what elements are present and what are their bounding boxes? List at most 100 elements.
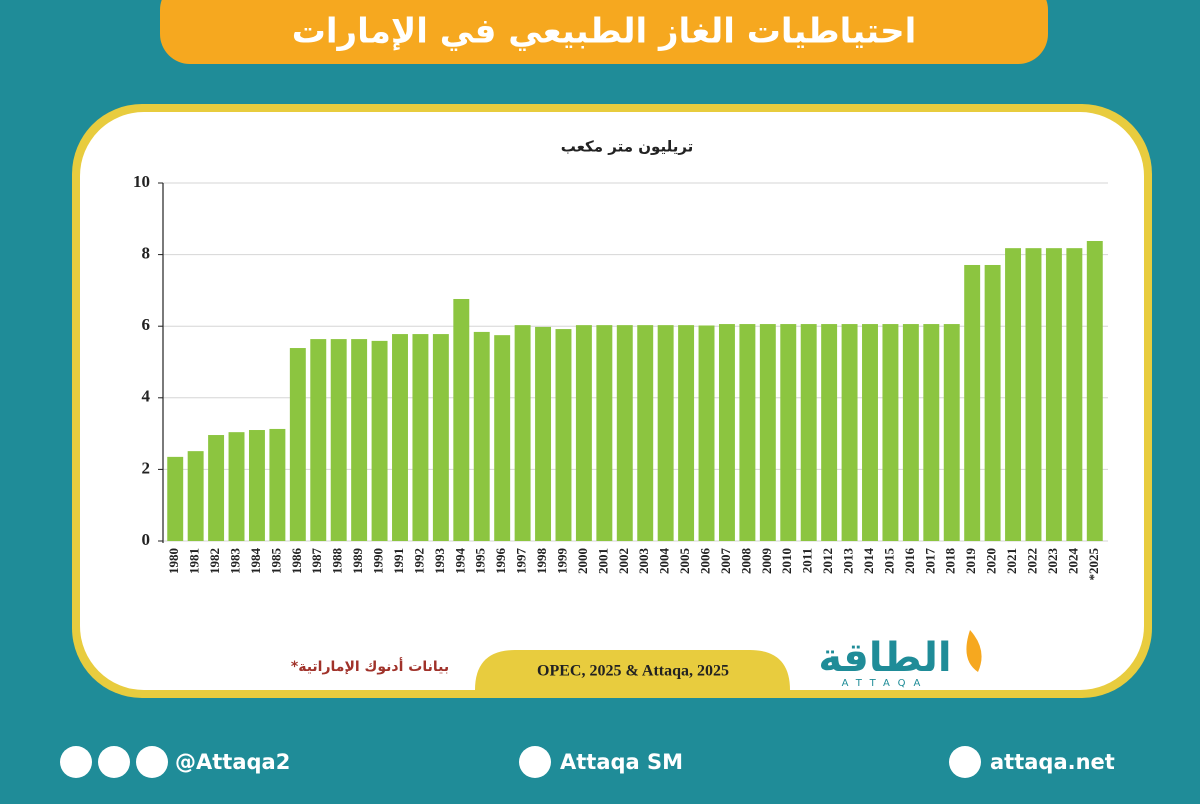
- x-tick-label: 2018: [943, 548, 958, 575]
- unit-label: تريليون متر مكعب: [561, 138, 694, 156]
- source-pill: [475, 650, 790, 690]
- footnote: *بيانات أدنوك الإماراتية: [291, 657, 449, 675]
- x-tick-label: 1997: [514, 548, 529, 575]
- bar: [841, 324, 858, 541]
- bar: [330, 339, 347, 541]
- bar: [862, 324, 878, 541]
- x-tick-label: 2009: [759, 548, 774, 575]
- bar: [759, 324, 776, 541]
- title-banner: [160, 0, 1048, 64]
- x-tick-label: 1989: [350, 548, 365, 575]
- y-tick-label: 2: [142, 458, 151, 477]
- bar: [248, 430, 265, 541]
- logo-latin: ATTAQA: [842, 678, 929, 689]
- bar: [984, 264, 1001, 541]
- x-tick-label: 1981: [187, 548, 202, 574]
- bar: [371, 340, 388, 541]
- bar: [289, 348, 306, 541]
- x-tick-label: 1991: [391, 548, 406, 574]
- x-tick-label: 1992: [411, 548, 426, 574]
- x-tick-label: 2013: [841, 548, 856, 575]
- bar: [1005, 248, 1022, 541]
- bar: [1025, 248, 1042, 541]
- instagram-icon[interactable]: [98, 746, 130, 778]
- bar: [1066, 248, 1083, 541]
- x-tick-label: 1998: [534, 548, 549, 575]
- x-tick-label: 1983: [228, 548, 243, 575]
- bar: [923, 324, 940, 541]
- x-tick-label: 2019: [963, 548, 978, 575]
- x-tick-label: 2004: [657, 548, 672, 575]
- x-tick-label: 1980: [166, 548, 181, 574]
- bar: [616, 325, 633, 541]
- youtube-handle: Attaqa SM: [560, 750, 683, 774]
- x-tick-label: 2015: [881, 548, 896, 575]
- bar: [167, 456, 184, 541]
- bar: [902, 324, 919, 541]
- y-tick-label: 8: [142, 244, 151, 263]
- social-icons: [60, 746, 981, 778]
- bar: [494, 335, 511, 541]
- x-tick-label: 1987: [309, 548, 324, 575]
- bar: [453, 298, 470, 541]
- x-tick-label: 2008: [738, 548, 753, 575]
- x-tick-label: 2017: [922, 548, 937, 575]
- x-tick-label: 1995: [473, 548, 488, 575]
- bar: [392, 334, 408, 541]
- bar: [943, 324, 960, 541]
- bar: [432, 334, 449, 541]
- youtube-icon[interactable]: [519, 746, 551, 778]
- bar: [575, 325, 592, 541]
- x-tick-label: 1985: [268, 548, 283, 575]
- bar: [514, 325, 531, 541]
- bar: [269, 428, 286, 541]
- bar: [228, 432, 245, 541]
- web-icon[interactable]: [949, 746, 981, 778]
- x-icon[interactable]: [60, 746, 92, 778]
- bar: [964, 264, 981, 541]
- bar: [208, 435, 225, 541]
- bar: [657, 325, 674, 541]
- logo-drop: [966, 630, 982, 672]
- logo-name: الطاقة: [818, 635, 951, 681]
- page-title: احتياطيات الغاز الطبيعي في الإمارات: [292, 12, 917, 52]
- social-handle: @Attaqa2: [175, 750, 290, 774]
- x-tick-label: 1994: [452, 548, 467, 575]
- x-tick-label: 2016: [902, 548, 917, 575]
- x-tick-label: 1982: [207, 548, 222, 574]
- y-tick-label: 6: [142, 315, 151, 334]
- x-tick-label: 1986: [289, 548, 304, 575]
- plot-area: 0 2 4 6 8 10 1980 1981 1982 1983 1984 1985 1986 1987 1…: [133, 172, 1108, 581]
- x-tick-label: 1996: [493, 548, 508, 575]
- x-tick-label: 1999: [554, 548, 569, 575]
- y-tick-label: 0: [142, 530, 151, 549]
- x-tick-label: 2001: [595, 548, 610, 574]
- x-tick-label: 2007: [718, 548, 733, 575]
- x-tick-label: 1988: [330, 548, 345, 575]
- x-tick-label: 2022: [1024, 548, 1039, 574]
- bar: [310, 339, 327, 541]
- bar: [555, 329, 572, 541]
- x-tick-label: 2003: [636, 548, 651, 575]
- x-tick-label: 2020: [984, 548, 999, 574]
- x-tick-label: 2005: [677, 548, 692, 575]
- bar: [1045, 248, 1062, 541]
- bar: [780, 324, 797, 541]
- facebook-icon[interactable]: [136, 746, 168, 778]
- x-tick-label: 1984: [248, 548, 263, 575]
- bar: [637, 325, 654, 541]
- bar: [596, 325, 613, 541]
- bar: [412, 334, 429, 541]
- bar: [821, 324, 838, 541]
- bar: [535, 326, 552, 541]
- x-tick-label: 2006: [698, 548, 713, 575]
- x-tick-label: 2011: [800, 548, 815, 573]
- x-tick-label: 2023: [1045, 548, 1060, 575]
- x-tick-label: 2002: [616, 548, 631, 574]
- x-tick-label: *2025: [1086, 548, 1101, 581]
- bar: [473, 331, 490, 541]
- y-tick-label: 4: [142, 387, 151, 406]
- bar: [678, 325, 695, 541]
- bar: [1086, 240, 1103, 541]
